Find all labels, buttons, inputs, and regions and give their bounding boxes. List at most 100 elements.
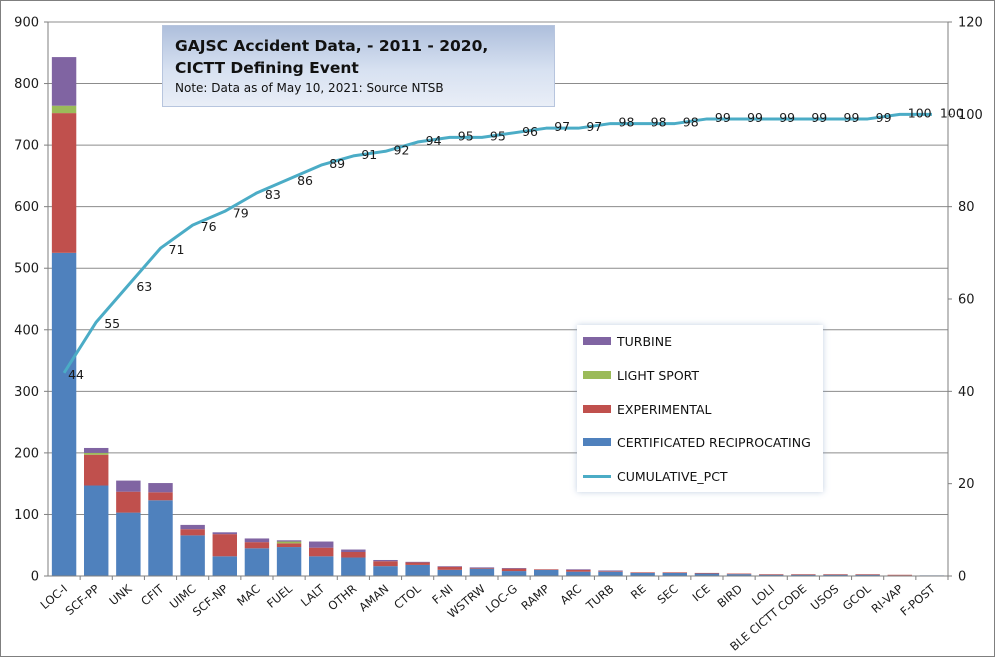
y2-tick-label: 60 xyxy=(958,293,975,308)
bar-experimental xyxy=(309,547,334,557)
bar-experimental xyxy=(598,571,623,572)
cumulative-data-label: 63 xyxy=(136,279,152,294)
x-category-label: RE xyxy=(628,582,649,603)
cumulative-data-label: 100 xyxy=(908,105,932,120)
cumulative-data-label: 95 xyxy=(490,128,506,143)
x-category-label: GCOL xyxy=(840,581,874,613)
x-category-label: MAC xyxy=(234,582,263,609)
x-category-label: BIRD xyxy=(714,581,745,610)
cumulative-data-label: 99 xyxy=(844,110,860,125)
right-axis-ticks: 0 20 40 60 80 100 120 xyxy=(958,16,983,585)
cumulative-data-label: 83 xyxy=(265,187,281,202)
bar-certificated xyxy=(51,252,77,577)
bar-certificated xyxy=(405,564,430,576)
cumulative-data-label: 99 xyxy=(779,110,795,125)
bar-certificated xyxy=(501,571,527,576)
cumulative-data-label: 95 xyxy=(458,128,474,143)
cumulative-data-label: 86 xyxy=(297,173,313,188)
bar-experimental xyxy=(405,562,430,565)
bar-experimental xyxy=(759,574,784,575)
cumulative-data-label: 76 xyxy=(201,219,217,234)
bar-experimental xyxy=(437,566,462,570)
legend: TURBINE LIGHT SPORT EXPERIMENTAL CERTIFI… xyxy=(577,325,823,492)
y2-tick-label: 40 xyxy=(958,385,975,400)
x-category-label: LOC-G xyxy=(483,582,520,616)
bar-certificated xyxy=(437,569,462,576)
legend-item-light-sport: LIGHT SPORT xyxy=(583,366,699,384)
legend-label-experimental: EXPERIMENTAL xyxy=(617,401,712,417)
cumulative-line xyxy=(62,112,932,374)
cumulative-data-label: 100 xyxy=(940,105,964,120)
y2-tick-label: 80 xyxy=(958,200,975,215)
axes xyxy=(44,21,952,580)
y-tick-label: 200 xyxy=(14,446,39,461)
bar-experimental xyxy=(823,574,848,575)
bar-turbine xyxy=(116,480,141,492)
bar-certificated xyxy=(823,574,848,576)
cumulative-data-label: 89 xyxy=(329,156,345,171)
cumulative-data-label: 92 xyxy=(394,142,410,157)
bar-experimental xyxy=(469,567,495,569)
x-category-label: ICE xyxy=(690,582,713,605)
bar-turbine xyxy=(341,549,366,552)
legend-swatch-certificated xyxy=(583,438,611,446)
y-tick-label: 300 xyxy=(14,385,39,400)
legend-line-cumulative xyxy=(583,474,611,478)
legend-label-turbine: TURBINE xyxy=(617,333,672,349)
x-category-label: SCF-NP xyxy=(190,582,231,620)
legend-label-light-sport: LIGHT SPORT xyxy=(617,367,700,383)
legend-label-certificated: CERTIFICATED RECIPROCATING xyxy=(617,434,811,450)
chart-title-line1: GAJSC Accident Data, - 2011 - 2020, xyxy=(175,37,489,55)
cumulative-data-label: 99 xyxy=(715,110,731,125)
x-category-label: TURB xyxy=(583,582,617,614)
bar-certificated xyxy=(212,556,237,576)
stacked-bars xyxy=(51,57,945,577)
bar-experimental xyxy=(148,492,173,501)
bar-certificated xyxy=(566,571,591,576)
bar-experimental xyxy=(566,569,591,572)
x-category-label: RAMP xyxy=(518,582,552,613)
bar-certificated xyxy=(791,574,816,576)
y-tick-label: 500 xyxy=(14,262,39,277)
bar-experimental xyxy=(694,572,720,574)
cumulative-data-label: 79 xyxy=(233,205,249,220)
bar-turbine xyxy=(309,541,334,548)
legend-item-cumulative: CUMULATIVE_PCT xyxy=(583,467,728,485)
bar-experimental xyxy=(662,572,687,573)
bar-experimental xyxy=(534,569,559,570)
left-axis-ticks: 0 100 200 300 400 500 600 700 800 900 xyxy=(14,16,39,585)
legend-swatch-light-sport xyxy=(583,371,611,379)
legend-item-certificated: CERTIFICATED RECIPROCATING xyxy=(583,433,811,451)
x-category-label: ARC xyxy=(557,582,584,608)
bar-certificated xyxy=(84,485,109,576)
bar-turbine xyxy=(180,524,205,530)
bar-experimental xyxy=(51,113,77,253)
chart-title-line2: CICTT Defining Event xyxy=(175,59,359,77)
bar-light-sport xyxy=(84,452,109,455)
bar-certificated xyxy=(276,547,302,576)
bar-turbine xyxy=(51,57,77,106)
cumulative-data-label: 98 xyxy=(651,115,667,130)
bar-experimental xyxy=(244,542,270,549)
y-tick-label: 0 xyxy=(31,570,39,585)
gridlines xyxy=(48,21,948,515)
bar-experimental xyxy=(212,534,237,557)
cumulative-data-label: 99 xyxy=(876,110,892,125)
legend-label-cumulative: CUMULATIVE_PCT xyxy=(617,468,728,484)
bar-certificated xyxy=(373,566,398,576)
y-tick-label: 800 xyxy=(14,77,39,92)
bar-experimental xyxy=(791,574,816,575)
cumulative-data-label: 91 xyxy=(361,147,377,162)
bar-certificated xyxy=(148,500,173,576)
bar-turbine xyxy=(469,567,495,568)
bar-certificated xyxy=(759,574,784,576)
bar-experimental xyxy=(855,574,880,575)
bar-certificated xyxy=(598,571,623,576)
bar-light-sport xyxy=(276,541,302,544)
cumulative-data-label: 71 xyxy=(169,242,185,257)
bar-certificated xyxy=(116,512,141,576)
x-category-label: UNK xyxy=(106,581,134,608)
bar-certificated xyxy=(244,548,270,576)
bar-turbine xyxy=(501,567,527,569)
